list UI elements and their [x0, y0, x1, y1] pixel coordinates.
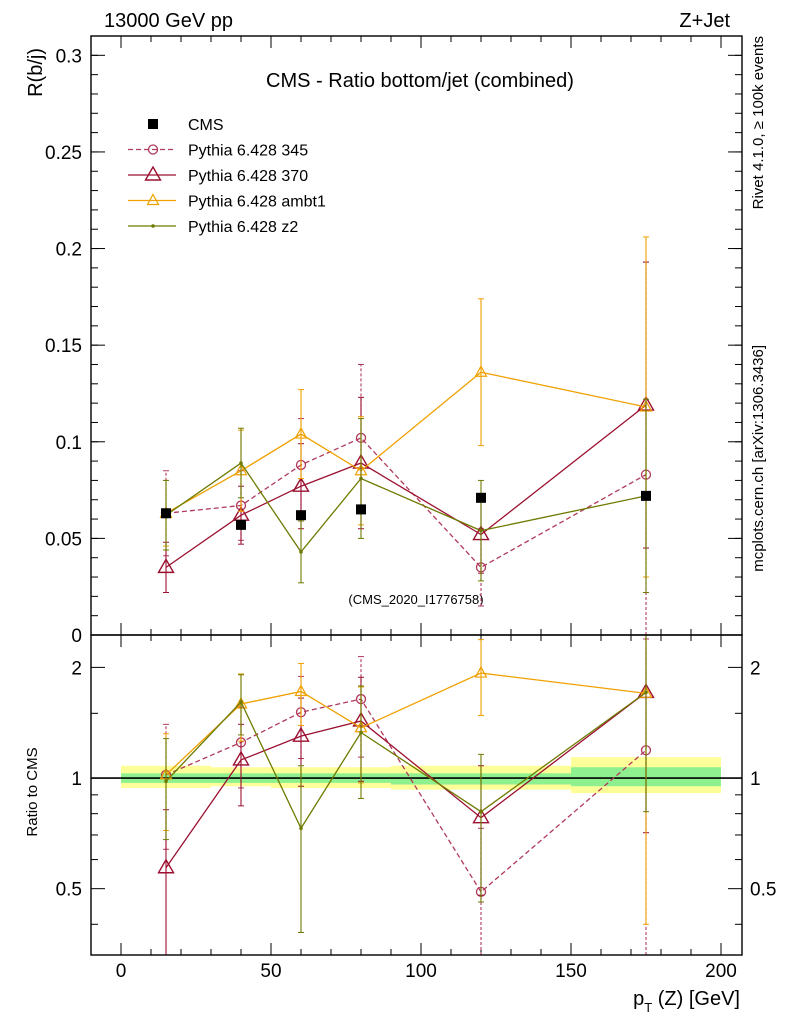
cms-data-point: [296, 510, 306, 521]
data-point: [294, 426, 308, 439]
data-point: [299, 826, 303, 831]
y-tick-label: 0.3: [56, 46, 82, 67]
cms-data-point: [476, 492, 486, 503]
ratio-panel: 0.5 0.5 1 1 2 2 0 50 100 150 200: [56, 634, 776, 982]
series-pythia-6.428-345: [160, 638, 652, 956]
x-tick-label: 0: [116, 961, 127, 982]
data-point: [292, 726, 310, 742]
data-point: [292, 476, 310, 492]
legend-label: CMS: [188, 117, 224, 134]
ratio-y-tick-label-right: 0.5: [750, 880, 776, 901]
data-point: [239, 461, 243, 465]
process-label: Z+Jet: [679, 10, 730, 32]
series-line: [165, 698, 647, 893]
panel-frame: [90, 634, 743, 956]
data-point: [479, 809, 483, 814]
data-point: [157, 858, 175, 874]
cms-data-point: [161, 508, 171, 519]
ratio-y-tick-label: 1: [71, 769, 82, 790]
series-pythia-6.428-ambt1: [159, 236, 653, 578]
data-point: [299, 550, 303, 554]
y-tick-label: 0: [71, 626, 82, 647]
x-tick-label: 50: [260, 961, 281, 982]
data-point: [359, 730, 363, 735]
data-point: [474, 364, 488, 377]
legend-label: Pythia 6.428 z2: [188, 219, 298, 236]
y-tick-label: 0.25: [45, 143, 82, 164]
data-point: [157, 557, 175, 574]
data-point: [359, 476, 363, 481]
cms-data-point: [356, 504, 366, 515]
legend-marker: [146, 193, 160, 206]
series-pythia-6.428-345: [160, 261, 652, 636]
legend-label: Pythia 6.428 370: [188, 168, 308, 185]
legend: CMS Pythia 6.428 345 Pythia 6.428 370 Pythi…: [128, 117, 326, 236]
legend-entry: Pythia 6.428 370: [128, 165, 308, 185]
main-ylabel: R(b/j): [25, 48, 47, 97]
ratio-ylabel: Ratio to CMS: [24, 747, 41, 836]
series-line: [165, 462, 647, 554]
data-point: [294, 684, 308, 697]
y-tick-label: 0.2: [56, 240, 82, 261]
rivet-label: Rivet 4.1.0, ≥ 100k events: [750, 36, 767, 209]
series-line: [165, 371, 647, 514]
data-point: [232, 750, 250, 766]
ratio-y-tick-label: 2: [71, 658, 82, 679]
y-tick-label: 0.15: [45, 336, 82, 357]
legend-marker: [144, 165, 162, 181]
series-pythia-6.428-370: [157, 634, 655, 956]
ratio-y-tick-label: 0.5: [56, 880, 82, 901]
cms-data-point: [236, 519, 246, 530]
series-line: [165, 437, 647, 569]
ratio-y-tick-label-right: 1: [750, 769, 761, 790]
legend-entry: Pythia 6.428 z2: [128, 219, 298, 236]
series-line: [165, 691, 647, 830]
analysis-id: (CMS_2020_I1776758): [348, 592, 483, 607]
legend-entry: Pythia 6.428 ambt1: [128, 193, 326, 211]
legend-marker: [147, 144, 159, 155]
series-line: [165, 691, 647, 869]
series-line: [165, 404, 647, 568]
legend-label: Pythia 6.428 345: [188, 143, 308, 160]
legend-marker: [148, 119, 158, 129]
legend-entry: CMS: [148, 117, 224, 134]
ratio-y-tick-label-right: 2: [750, 658, 761, 679]
data-point: [474, 665, 488, 678]
data-point: [644, 690, 648, 695]
series-pythia-6.428-z2: [163, 634, 649, 933]
energy-label: 13000 GeV pp: [104, 10, 233, 32]
cms-data-point: [641, 490, 651, 501]
y-tick-label: 0.05: [45, 529, 82, 550]
main-panel: 0 0.05 0.1 0.15 0.2 0.25 0.3: [45, 35, 743, 647]
legend-marker: [151, 224, 155, 228]
data-point: [239, 700, 243, 704]
mcplots-label: mcplots.cern.ch [arXiv:1306.3436]: [750, 345, 767, 572]
series-pythia-6.428-z2: [163, 398, 649, 593]
legend-entry: Pythia 6.428 345: [128, 143, 308, 160]
data-point: [479, 528, 483, 533]
legend-label: Pythia 6.428 ambt1: [188, 194, 326, 211]
x-axis-label: pT (Z) [GeV]: [633, 988, 740, 1015]
chart-title: CMS - Ratio bottom/jet (combined): [266, 70, 574, 92]
x-tick-label: 150: [555, 961, 587, 982]
x-tick-label: 200: [705, 961, 737, 982]
data-point: [164, 779, 168, 784]
series-pythia-6.428-370: [157, 261, 655, 593]
y-tick-label: 0.1: [56, 433, 82, 454]
x-tick-label: 100: [405, 961, 437, 982]
